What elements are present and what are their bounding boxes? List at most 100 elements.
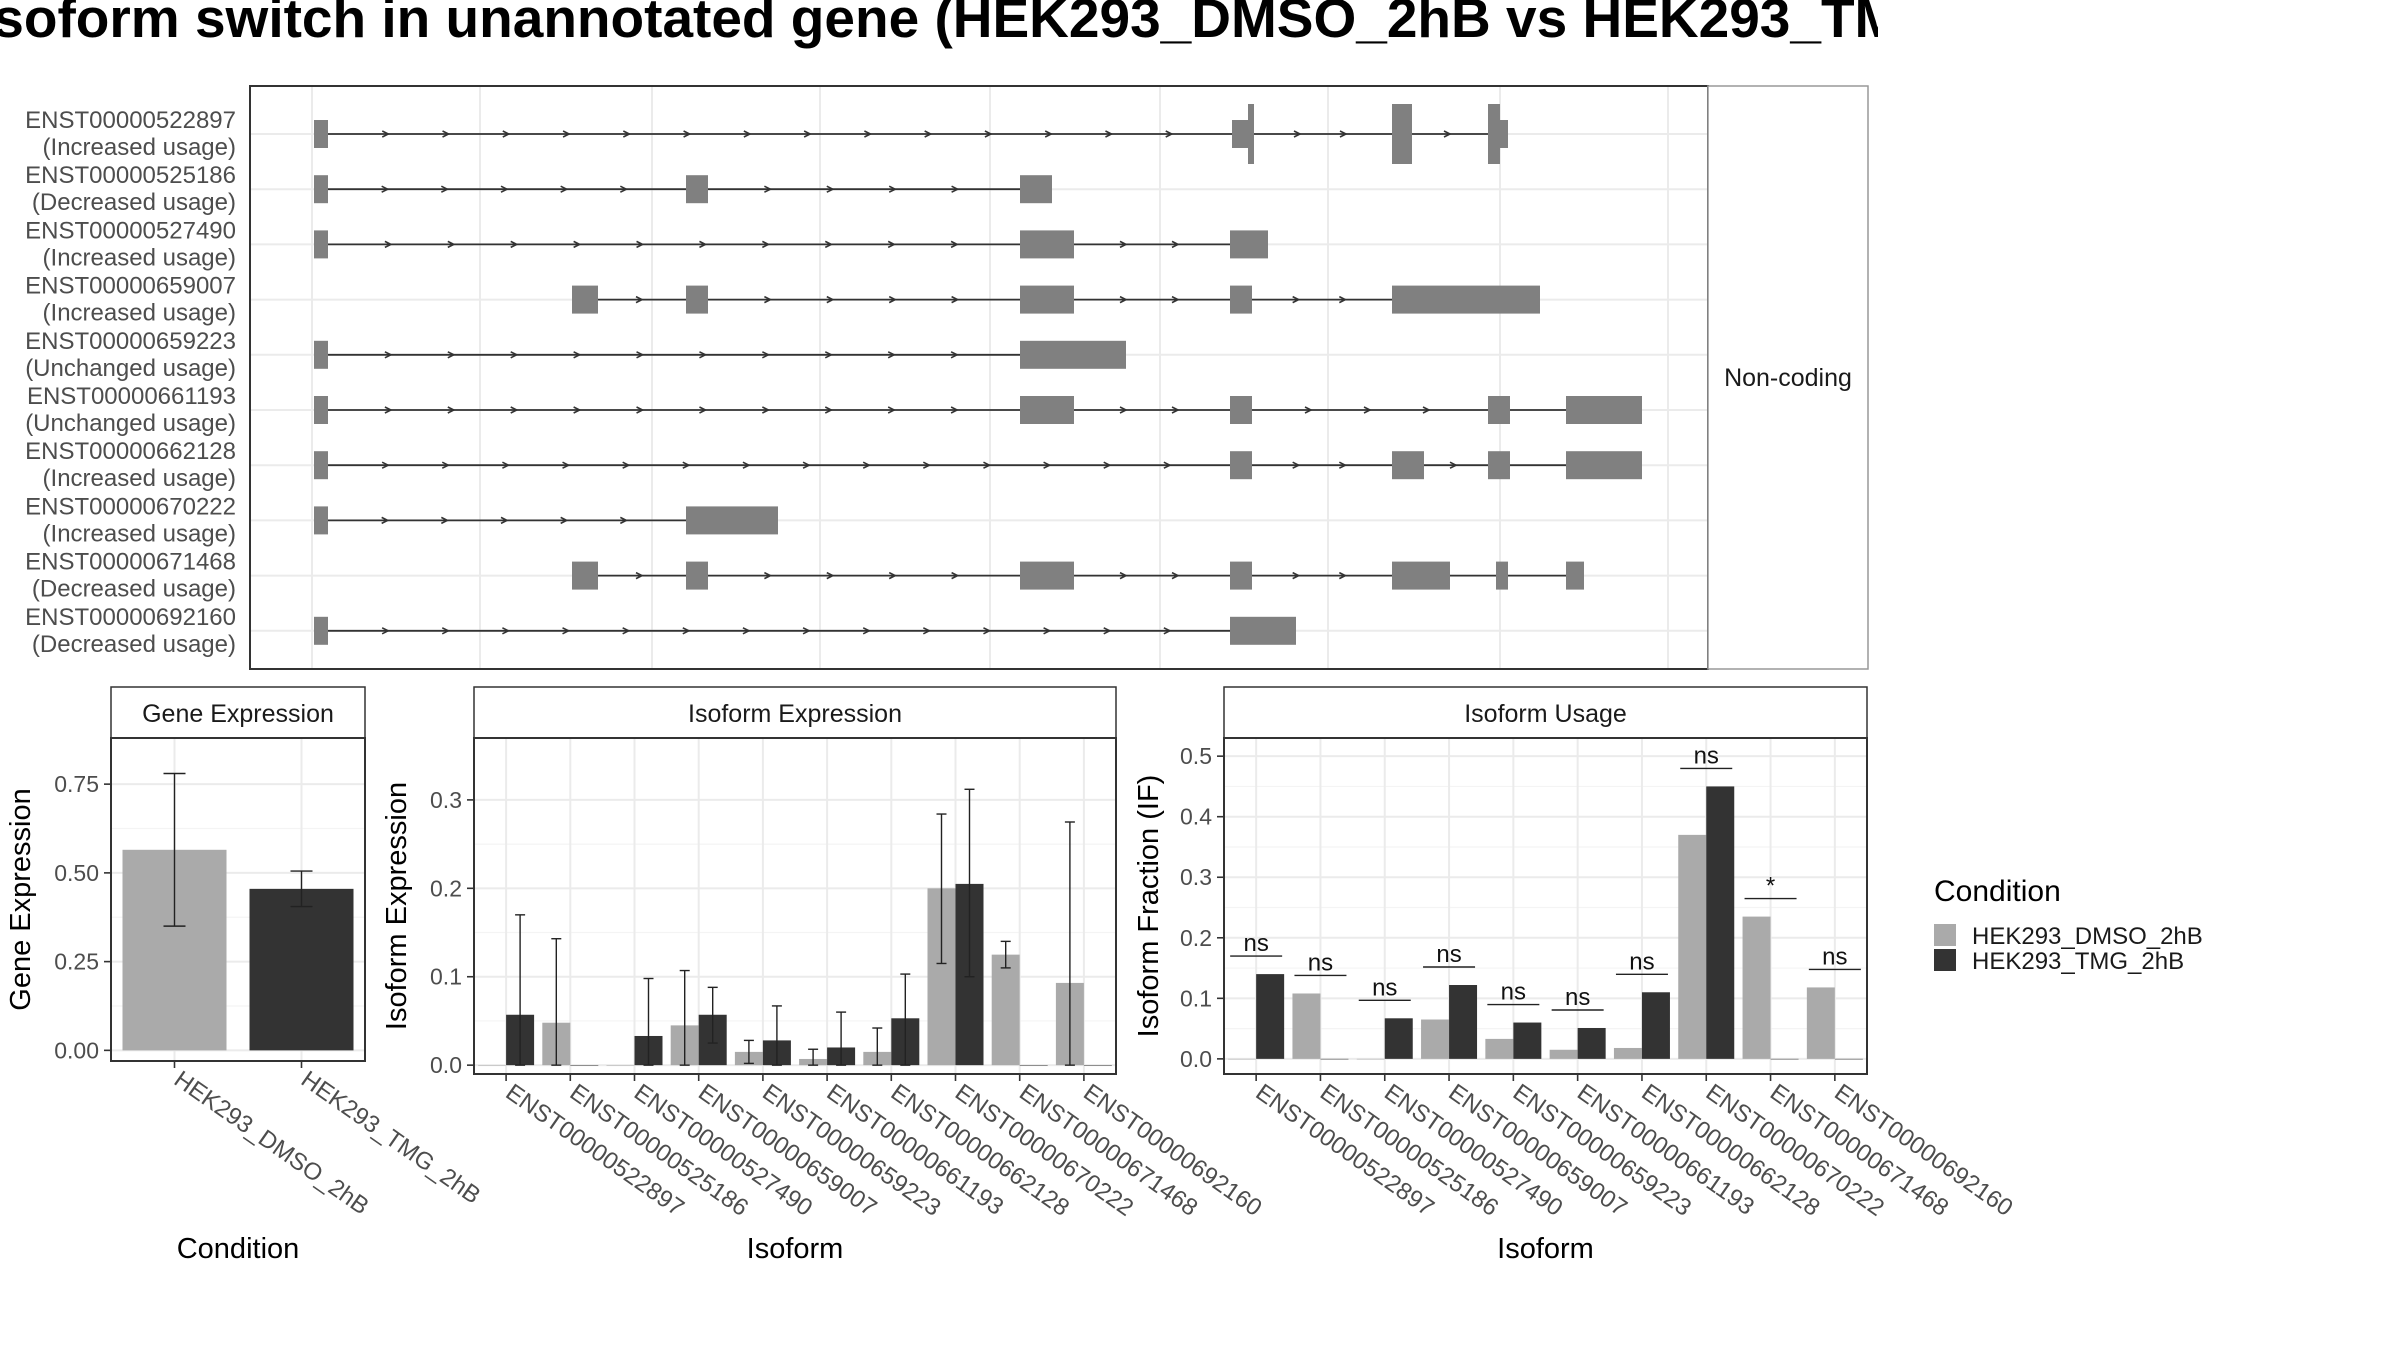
exon [1020, 285, 1074, 314]
arrow-icon [762, 351, 771, 359]
arrow-icon [682, 461, 691, 469]
transcript-usage-label: (Unchanged usage) [25, 355, 236, 382]
exon [572, 285, 598, 314]
y-tick-label: 0.3 [430, 787, 462, 813]
arrow-icon [1163, 627, 1172, 635]
transcript-id-label: ENST00000661193 [27, 383, 236, 410]
arrow-icon [887, 240, 896, 249]
arrow-icon [983, 627, 992, 635]
arrow-icon [951, 571, 960, 580]
x-axis-title: Condition [177, 1233, 300, 1265]
y-tick-label: 0.1 [430, 964, 462, 990]
bar [991, 954, 1020, 1066]
arrow-icon [826, 185, 835, 193]
arrow-icon [1043, 461, 1052, 469]
arrow-icon [1171, 295, 1180, 304]
gene-expression-panel: Gene Expression0.000.250.500.75HEK293_DM… [5, 686, 485, 1265]
arrow-icon [573, 406, 582, 414]
arrow-icon [683, 130, 692, 138]
arrow-icon [560, 185, 569, 193]
arrow-icon [622, 627, 631, 635]
y-axis-title: Isoform Expression [381, 782, 413, 1030]
arrow-icon [743, 130, 752, 138]
exon [1500, 120, 1508, 148]
arrow-icon [1338, 295, 1348, 304]
exon [1392, 285, 1540, 314]
y-tick-label: 0.25 [54, 949, 99, 975]
arrow-icon [562, 461, 571, 469]
facet-strip-label: Non-coding [1724, 364, 1852, 392]
arrow-icon [636, 406, 645, 414]
arrow-icon [384, 351, 393, 359]
arrow-icon [441, 627, 451, 635]
significance-label: ns [1565, 984, 1590, 1011]
arrow-icon [1338, 571, 1348, 580]
facet-strip [1223, 686, 1868, 739]
transcript-usage-label: (Increased usage) [43, 520, 236, 547]
arrow-icon [510, 240, 519, 249]
arrow-icon [1043, 627, 1052, 635]
arrow-icon [500, 516, 509, 525]
arrow-icon [1119, 406, 1128, 414]
bar [1356, 1058, 1385, 1060]
significance-label: ns [1436, 941, 1461, 968]
exon [1230, 285, 1252, 314]
exon [314, 230, 328, 259]
exon [1488, 104, 1500, 164]
bar [606, 1065, 635, 1066]
isoform-expression-panel: Isoform Expression0.00.10.20.3ENST000005… [381, 686, 1267, 1265]
exon [314, 340, 328, 369]
arrow-icon [635, 295, 644, 304]
transcript-id-label: ENST00000525186 [25, 162, 236, 189]
bar [478, 1065, 507, 1066]
legend-label: HEK293_TMG_2hB [1972, 948, 2184, 975]
exon [1020, 175, 1052, 204]
arrow-icon [762, 240, 771, 249]
arrow-icon [447, 406, 456, 414]
exon [686, 561, 708, 590]
panel-title: Isoform Expression [688, 700, 902, 728]
arrow-icon [862, 627, 871, 635]
panel-border [110, 737, 366, 1062]
significance-label: ns [1372, 974, 1397, 1001]
y-tick-label: 0.2 [1180, 925, 1212, 951]
arrow-icon [742, 461, 751, 469]
arrow-icon [622, 130, 632, 138]
arrow-icon [1165, 130, 1174, 138]
arrow-icon [1171, 571, 1180, 580]
arrow-icon [924, 130, 933, 138]
arrow-icon [381, 516, 390, 525]
transcript-id-label: ENST00000692160 [25, 604, 236, 631]
arrow-icon [636, 351, 645, 359]
arrow-icon [951, 185, 960, 193]
bar [1421, 1019, 1450, 1059]
arrow-icon [826, 571, 835, 580]
arrow-icon [1044, 130, 1053, 138]
bar [1770, 1058, 1799, 1060]
transcript-usage-label: (Decreased usage) [32, 189, 236, 216]
arrow-icon [1103, 461, 1112, 469]
bar [1083, 1065, 1112, 1066]
significance-label: ns [1694, 742, 1719, 769]
exon [1566, 451, 1642, 480]
arrow-icon [802, 461, 811, 469]
bar [1384, 1018, 1413, 1059]
panel-border [473, 737, 1117, 1075]
y-tick-label: 0.4 [1180, 804, 1212, 830]
significance-label: ns [1501, 979, 1526, 1006]
arrow-icon [381, 130, 391, 138]
exon [1230, 396, 1252, 424]
arrow-icon [888, 571, 897, 580]
arrow-icon [983, 461, 992, 469]
arrow-icon [619, 185, 629, 193]
exon [314, 175, 328, 204]
arrow-icon [950, 240, 959, 249]
significance-label: ns [1243, 930, 1268, 957]
bar [1485, 1038, 1514, 1059]
y-tick-label: 0.1 [1180, 985, 1212, 1011]
transcript-usage-label: (Increased usage) [43, 300, 236, 327]
arrow-icon [384, 240, 393, 249]
arrow-icon [922, 627, 932, 635]
exon [314, 616, 328, 645]
x-axis-title: Isoform [747, 1233, 844, 1265]
